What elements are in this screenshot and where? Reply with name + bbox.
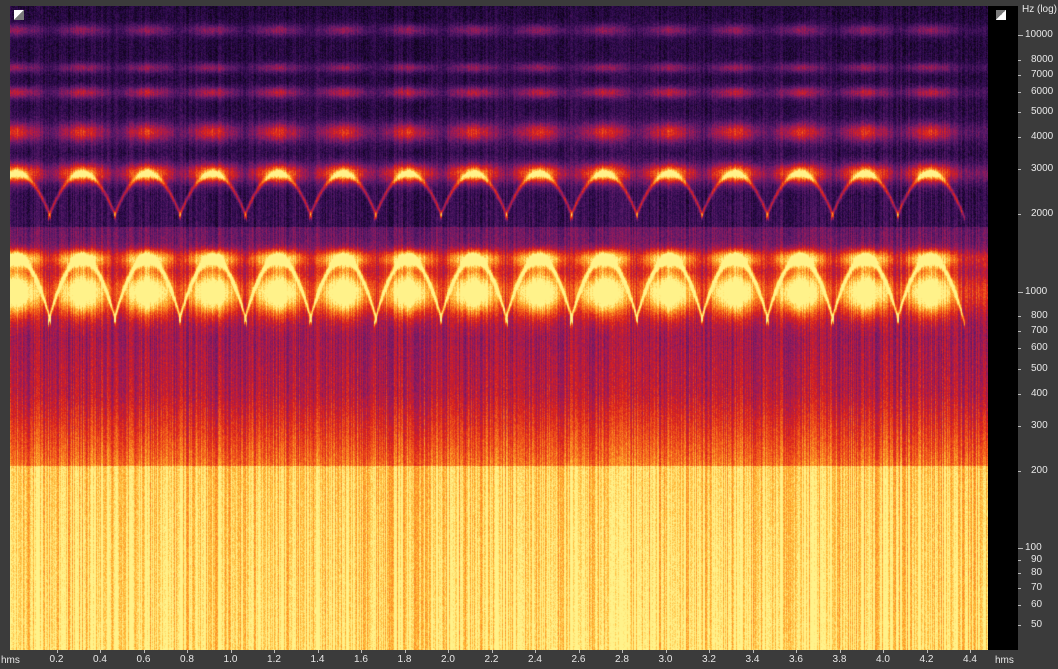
frequency-tick-label: 600: [1031, 342, 1048, 354]
time-tick-label: 1.8: [397, 654, 412, 665]
time-tick-label: 4.4: [963, 654, 977, 665]
frequency-tick: [1018, 169, 1021, 171]
time-unit-label-left: hms: [1, 655, 20, 666]
time-tick: [839, 650, 841, 653]
frequency-tick-label: 5000: [1031, 106, 1054, 118]
frequency-tick: [1018, 74, 1021, 76]
spectrogram-right-gutter: [988, 6, 1018, 650]
frequency-tick-label: 300: [1031, 419, 1048, 431]
time-tick-label: 3.4: [745, 654, 760, 665]
time-tick: [143, 650, 145, 653]
time-tick: [578, 650, 580, 653]
frequency-tick: [1018, 331, 1021, 333]
frequency-tick: [1018, 559, 1021, 561]
frequency-tick: [1018, 60, 1021, 62]
time-tick: [56, 650, 58, 653]
frequency-tick-label: 4000: [1031, 131, 1054, 143]
time-tick-label: 0.6: [136, 654, 151, 665]
frequency-tick: [1018, 547, 1023, 549]
frequency-tick-label: 70: [1031, 581, 1043, 593]
time-tick: [404, 650, 406, 653]
spectrogram-plot[interactable]: [10, 6, 988, 650]
time-tick: [709, 650, 710, 653]
time-tick: [274, 650, 275, 653]
frequency-tick-label: 800: [1031, 310, 1048, 322]
time-unit-label-right: hms: [995, 655, 1014, 666]
time-tick-label: 2.4: [528, 654, 542, 665]
frequency-tick: [1018, 572, 1021, 574]
time-tick-label: 4.2: [919, 654, 934, 665]
frequency-tick: [1018, 393, 1021, 395]
time-tick-label: 1.2: [267, 654, 281, 665]
frequency-tick-label: 500: [1031, 362, 1048, 374]
time-tick-label: 1.4: [310, 654, 325, 665]
frequency-tick-label: 80: [1031, 566, 1043, 578]
frequency-axis[interactable]: Hz (log) 10000 8000 7000 6000 5000 4000 3000 20…: [1018, 0, 1058, 650]
time-axis[interactable]: hms hms 0.2 0.4 0.6 0.8 1.0 1.2 1.4 1.6 1.8 2.0 2.…: [0, 650, 1058, 669]
spectrogram-canvas[interactable]: [10, 6, 988, 650]
zoom-corner-icon[interactable]: [14, 10, 24, 20]
time-tick-label: 1.6: [354, 654, 368, 665]
frequency-unit-label: Hz (log): [1022, 4, 1058, 15]
frequency-tick: [1018, 35, 1023, 37]
frequency-tick-label: 700: [1031, 325, 1048, 337]
frequency-tick: [1018, 214, 1021, 216]
frequency-tick: [1018, 316, 1021, 318]
frequency-tick-label: 90: [1031, 553, 1043, 565]
frequency-tick: [1018, 112, 1021, 114]
frequency-tick: [1018, 587, 1021, 589]
time-tick-label: 2.8: [615, 654, 629, 665]
frequency-tick-label: 7000: [1031, 68, 1054, 80]
frequency-tick: [1018, 470, 1021, 472]
time-tick: [361, 650, 362, 653]
time-tick: [883, 650, 884, 653]
time-tick-label: 3.0: [658, 654, 673, 665]
frequency-tick-label: 400: [1031, 387, 1048, 399]
time-tick-label: 1.0: [223, 654, 238, 665]
frequency-tick-label: 10000: [1025, 29, 1053, 41]
frequency-tick-label: 6000: [1031, 86, 1054, 98]
time-tick: [187, 650, 188, 653]
frequency-tick: [1018, 291, 1023, 293]
time-tick-label: 2.6: [571, 654, 586, 665]
frequency-tick: [1018, 348, 1021, 350]
frequency-tick-label: 8000: [1031, 54, 1054, 66]
time-tick: [535, 650, 536, 653]
time-tick-label: 0.4: [93, 654, 107, 665]
time-tick-label: 0.8: [180, 654, 194, 665]
frequency-tick: [1018, 137, 1021, 139]
time-tick-label: 3.8: [832, 654, 847, 665]
time-tick: [752, 650, 754, 653]
zoom-corner-icon[interactable]: [996, 10, 1006, 20]
time-tick: [622, 650, 623, 653]
frequency-tick-label: 50: [1031, 619, 1043, 631]
frequency-tick: [1018, 604, 1021, 606]
frequency-tick-label: 200: [1031, 464, 1048, 476]
time-tick-label: 3.2: [702, 654, 716, 665]
time-tick-label: 2.2: [484, 654, 499, 665]
frequency-tick-label: 3000: [1031, 163, 1054, 175]
time-tick-label: 0.2: [49, 654, 64, 665]
time-tick: [100, 650, 101, 653]
time-tick-label: 2.0: [441, 654, 455, 665]
time-tick: [448, 650, 449, 653]
time-tick: [970, 650, 971, 653]
frequency-tick-label: 1000: [1025, 285, 1048, 297]
time-tick: [317, 650, 319, 653]
time-tick-label: 4.0: [876, 654, 890, 665]
frequency-tick: [1018, 625, 1021, 627]
frequency-tick-label: 2000: [1031, 208, 1054, 220]
time-tick: [491, 650, 493, 653]
frequency-tick: [1018, 368, 1021, 370]
time-tick: [796, 650, 797, 653]
frequency-tick: [1018, 425, 1021, 427]
time-tick: [665, 650, 667, 653]
frequency-tick: [1018, 92, 1021, 94]
time-tick-label: 3.6: [789, 654, 803, 665]
frequency-tick-label: 60: [1031, 598, 1043, 610]
frequency-tick-label: 100: [1025, 541, 1042, 553]
time-tick: [230, 650, 232, 653]
time-tick: [926, 650, 928, 653]
